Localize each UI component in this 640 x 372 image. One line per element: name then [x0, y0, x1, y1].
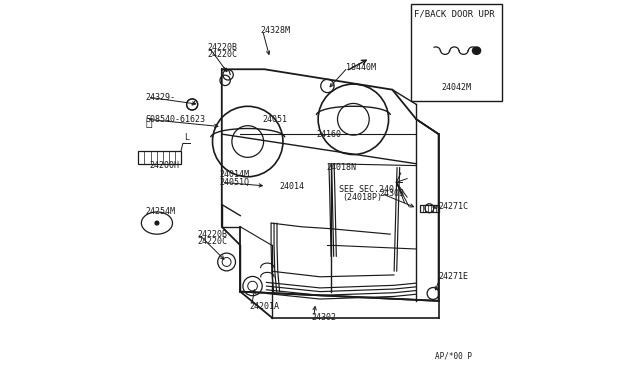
- Text: (24018P): (24018P): [342, 193, 382, 202]
- Text: AP/*00 P: AP/*00 P: [435, 351, 472, 360]
- Bar: [420, 205, 438, 212]
- Text: 24271E: 24271E: [438, 272, 468, 281]
- Text: 24018N: 24018N: [326, 163, 356, 172]
- Bar: [411, 4, 502, 101]
- Text: 24014: 24014: [279, 182, 304, 190]
- Circle shape: [155, 221, 159, 225]
- Text: 24220C: 24220C: [197, 237, 227, 246]
- Text: 24042M: 24042M: [441, 83, 471, 92]
- Text: 24303: 24303: [380, 189, 404, 198]
- Text: 24051: 24051: [262, 115, 287, 124]
- Text: 24302: 24302: [312, 313, 337, 322]
- Text: 24254M: 24254M: [146, 208, 176, 217]
- Text: 24014M: 24014M: [220, 170, 250, 179]
- Text: Ⓢ: Ⓢ: [146, 118, 152, 128]
- Text: 24271C: 24271C: [438, 202, 468, 211]
- Text: 24051Q: 24051Q: [220, 178, 250, 187]
- Text: 24220C: 24220C: [207, 50, 237, 59]
- Text: S08540-61623: S08540-61623: [145, 115, 205, 124]
- Text: 24220B: 24220B: [197, 230, 227, 239]
- Ellipse shape: [472, 47, 481, 54]
- Bar: [138, 151, 181, 164]
- Text: F/BACK DOOR UPR: F/BACK DOOR UPR: [414, 10, 494, 19]
- Text: 18440M: 18440M: [346, 63, 376, 72]
- Text: 24328M: 24328M: [260, 26, 291, 35]
- Text: L: L: [184, 134, 189, 142]
- Text: 24220B: 24220B: [207, 42, 237, 51]
- Text: SEE SEC.240: SEE SEC.240: [339, 185, 394, 194]
- Text: 24329-: 24329-: [146, 93, 176, 102]
- Text: 24160: 24160: [316, 129, 341, 139]
- Ellipse shape: [428, 47, 435, 54]
- Text: 24200H: 24200H: [150, 161, 179, 170]
- Text: 24201A: 24201A: [250, 302, 280, 311]
